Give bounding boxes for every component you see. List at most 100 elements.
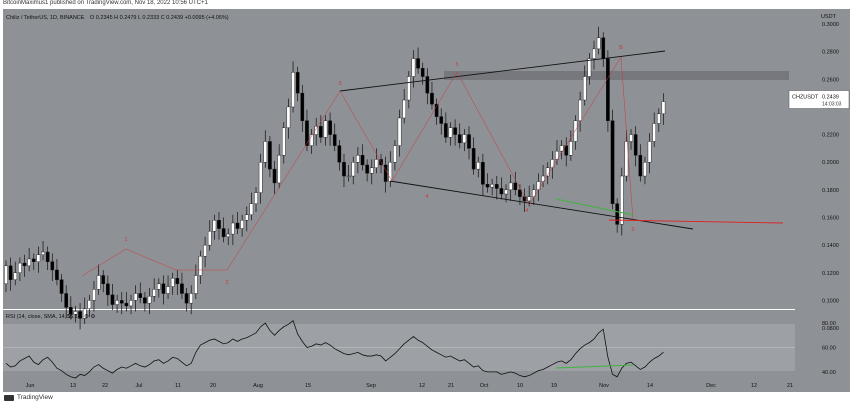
candle-body [4,265,8,285]
candle-body [643,161,647,177]
time-axis[interactable] [3,378,850,392]
candle-body [272,168,277,184]
upper-trendline [339,50,666,92]
publish-caption: BitcoinMaximus1 published on TradingView… [3,0,208,6]
candle-body [596,37,601,50]
candle-body [101,275,106,285]
candle-body [337,145,342,163]
candle-body [147,296,152,304]
candle-body [314,126,319,135]
candle-body [444,123,448,138]
candle-body [13,272,18,280]
candle-body [106,283,110,296]
candle-body [638,155,643,177]
candle-body [217,220,221,229]
time-tick-label: 13 [70,383,76,389]
candle-body [319,126,323,138]
candle-body [305,120,309,146]
candle-body [268,141,272,170]
candle-body [249,203,254,215]
candle-body [582,76,587,101]
candle-body [601,37,606,59]
candle-body [18,262,22,273]
time-tick-label: 22 [102,383,108,389]
tradingview-logo-icon [4,394,14,401]
time-tick-label: 15 [305,383,311,389]
candle-body [22,262,27,267]
candle-body [244,214,249,221]
time-tick-label: 21 [448,383,454,389]
price-axis[interactable] [795,9,850,378]
candle-body [578,99,582,121]
rsi-settings-icon[interactable]: ⚙ ⚙ [84,313,95,320]
candle-body [221,228,226,238]
time-tick-label: 11 [175,383,181,389]
main-pane[interactable] [3,9,795,309]
candle-body [369,167,374,174]
time-tick-label: Aug [253,383,263,389]
candle-body [402,99,406,119]
symbol-legend: Chiliz / TetherUS, 1D, BINANCE [6,15,85,21]
candle-body [235,222,240,229]
time-tick-label: 20 [210,383,216,389]
candle-body [430,92,434,105]
price-tick-label: 0.1600 [822,215,839,221]
candle-body [78,311,82,319]
candle-body [393,145,397,163]
candle-body [133,293,138,301]
time-tick-label: 10 [517,383,523,389]
candle-body [513,182,518,191]
wave-path [81,56,634,277]
candle-body [453,127,457,135]
candle-body [129,300,133,307]
candle-body [166,286,170,294]
candle-body [332,134,337,146]
candle-body [31,258,36,262]
candle-body [624,141,629,177]
candle-body [416,58,420,69]
support-line [608,219,784,224]
candle-body [231,222,235,235]
candle-body [485,184,490,188]
time-tick-label: 21 [787,383,793,389]
ohlc-legend: O 0.2345 H 0.2479 L 0.2333 C 0.2439 +0.0… [90,15,229,21]
candle-body [69,307,73,315]
axes: 0.30000.28000.26000.24000.22000.20000.18… [26,22,850,389]
candle-body [360,155,365,166]
candle-body [388,161,393,182]
candle-body [55,269,59,280]
candle-body [50,261,55,271]
wave-label: B [619,45,623,51]
candle-body [59,279,64,294]
time-tick-label: 12 [751,383,757,389]
candle-body [96,275,101,290]
candle-body [564,145,569,156]
candle-body [633,134,638,156]
candle-body [490,184,494,188]
candle-body [592,48,596,59]
rsi-series [5,319,664,379]
candle-body [434,103,439,117]
candle-body [619,175,624,225]
rsi-tick-label: 40.00 [822,370,836,376]
candle-body [41,251,45,255]
price-tick-label: 0.2600 [822,77,839,83]
candle-body [263,141,268,163]
candle-body [536,181,541,191]
candle-body [652,123,656,142]
candle-body [518,189,522,197]
candle-body [156,283,161,290]
candle-body [508,182,513,191]
rsi-tick-label: 60.00 [822,346,836,352]
candle-body [397,117,402,146]
rsi-legend: RSI (14, close, SMA, 14, 2) [6,314,73,320]
candle-body [143,297,147,304]
current-price-symbol: CHZUSDT [792,95,819,101]
candle-body [254,192,258,204]
candle-body [328,120,332,135]
candle-body [471,148,476,170]
candle-body [342,161,346,177]
time-tick-label: Dec [706,383,716,389]
candle-body [152,289,156,297]
